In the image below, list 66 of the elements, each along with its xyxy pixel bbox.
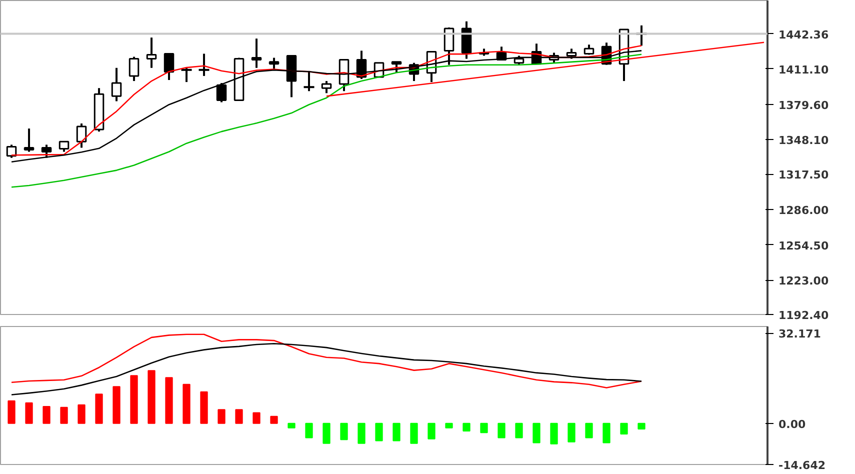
y-tick-label: 1442.36 bbox=[778, 28, 829, 42]
candlestick bbox=[268, 56, 280, 70]
bar bbox=[182, 384, 190, 424]
bar bbox=[585, 422, 593, 438]
line-series bbox=[10, 342, 642, 396]
bar bbox=[358, 422, 366, 444]
y-tick-label: 1286.00 bbox=[778, 204, 829, 217]
bar bbox=[78, 404, 86, 424]
bar bbox=[392, 422, 400, 442]
y-tick-label: 1379.60 bbox=[778, 98, 829, 112]
bar bbox=[375, 422, 383, 442]
bar bbox=[515, 422, 523, 438]
candlestick bbox=[24, 128, 34, 153]
bar bbox=[550, 422, 558, 444]
bar bbox=[95, 394, 103, 424]
candlestick bbox=[76, 122, 87, 149]
bar bbox=[60, 406, 68, 424]
candlestick bbox=[321, 80, 332, 94]
candlestick bbox=[6, 144, 17, 159]
y-tick-label: 1254.50 bbox=[778, 239, 829, 252]
bar bbox=[498, 422, 506, 438]
y-tick-label: 32.171 bbox=[778, 328, 821, 341]
bar bbox=[428, 422, 436, 440]
bar bbox=[200, 391, 208, 424]
bar bbox=[462, 422, 470, 432]
bar bbox=[445, 422, 453, 428]
bar bbox=[532, 422, 540, 444]
bar bbox=[270, 416, 278, 424]
candlestick bbox=[391, 60, 402, 74]
y-tick-label: 1192.40 bbox=[778, 309, 829, 322]
bar bbox=[410, 422, 418, 444]
candlestick bbox=[164, 52, 174, 82]
bar bbox=[218, 409, 226, 424]
candlestick bbox=[128, 56, 140, 82]
bar bbox=[130, 375, 138, 424]
bar bbox=[288, 422, 296, 428]
candlestick bbox=[216, 82, 227, 104]
bar bbox=[25, 402, 33, 424]
line-series bbox=[10, 334, 642, 388]
bar bbox=[305, 422, 313, 438]
bar bbox=[148, 370, 156, 424]
candlestick bbox=[251, 38, 262, 69]
y-tick-label: 0.00 bbox=[778, 418, 806, 431]
bar bbox=[322, 422, 330, 444]
y-tick-label: 1348.10 bbox=[778, 134, 829, 148]
y-tick-label: 1223.00 bbox=[778, 274, 829, 288]
bar bbox=[340, 422, 348, 440]
bar bbox=[42, 406, 50, 424]
y-tick-label: 1317.50 bbox=[778, 168, 829, 182]
candlestick bbox=[146, 36, 157, 69]
bar bbox=[8, 400, 16, 424]
y-tick-label: -14.642 bbox=[778, 459, 826, 472]
bar bbox=[638, 422, 646, 430]
candlestick bbox=[514, 54, 524, 66]
bar bbox=[112, 386, 120, 424]
bar bbox=[235, 409, 243, 424]
bar bbox=[480, 422, 488, 434]
bar bbox=[568, 422, 576, 442]
bar bbox=[252, 412, 260, 424]
candlestick bbox=[41, 144, 52, 159]
candlestick bbox=[111, 66, 122, 102]
candlestick bbox=[58, 140, 70, 153]
bar bbox=[602, 422, 610, 444]
bar bbox=[165, 377, 173, 424]
y-tick-label: 1411.10 bbox=[778, 63, 829, 76]
bar bbox=[620, 422, 628, 435]
